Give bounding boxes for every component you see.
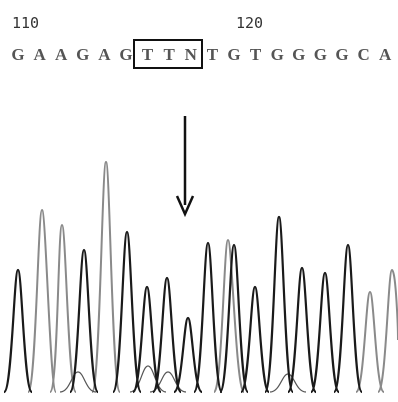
base-letter: A bbox=[33, 45, 46, 64]
base-letter: G bbox=[119, 45, 132, 64]
base-letter: T bbox=[207, 45, 219, 64]
peak bbox=[92, 162, 120, 392]
base-letter: G bbox=[76, 45, 89, 64]
base-letter: A bbox=[379, 45, 392, 64]
peak bbox=[241, 287, 269, 392]
base-letter: C bbox=[357, 45, 369, 64]
peak bbox=[270, 374, 306, 392]
peak bbox=[70, 250, 98, 392]
base-letter: G bbox=[11, 45, 24, 64]
position-label: 110 bbox=[12, 14, 39, 32]
peak bbox=[265, 217, 293, 392]
peak bbox=[113, 232, 141, 392]
base-letter: G bbox=[271, 45, 284, 64]
base-letter: G bbox=[227, 45, 240, 64]
base-letter: N bbox=[185, 45, 198, 64]
base-letter: T bbox=[250, 45, 262, 64]
peak bbox=[334, 245, 362, 392]
arrow bbox=[177, 116, 193, 214]
base-letter: G bbox=[335, 45, 348, 64]
base-letter: T bbox=[142, 45, 154, 64]
base-letter: T bbox=[164, 45, 176, 64]
peak bbox=[50, 225, 76, 392]
peak bbox=[28, 210, 56, 392]
base-letter: A bbox=[55, 45, 68, 64]
peak bbox=[378, 270, 398, 392]
position-label: 120 bbox=[236, 14, 263, 32]
peak bbox=[153, 278, 181, 392]
peak bbox=[60, 372, 96, 392]
base-letter: G bbox=[292, 45, 305, 64]
peak bbox=[4, 270, 32, 392]
chromatogram: 110 120 GAAGAGTTNTGTGGGGCA bbox=[0, 0, 398, 402]
trace bbox=[4, 162, 398, 392]
peak bbox=[194, 243, 222, 392]
peak bbox=[356, 292, 384, 392]
peak bbox=[311, 273, 339, 392]
peak bbox=[288, 268, 316, 392]
base-letter: G bbox=[314, 45, 327, 64]
base-letter: A bbox=[98, 45, 111, 64]
